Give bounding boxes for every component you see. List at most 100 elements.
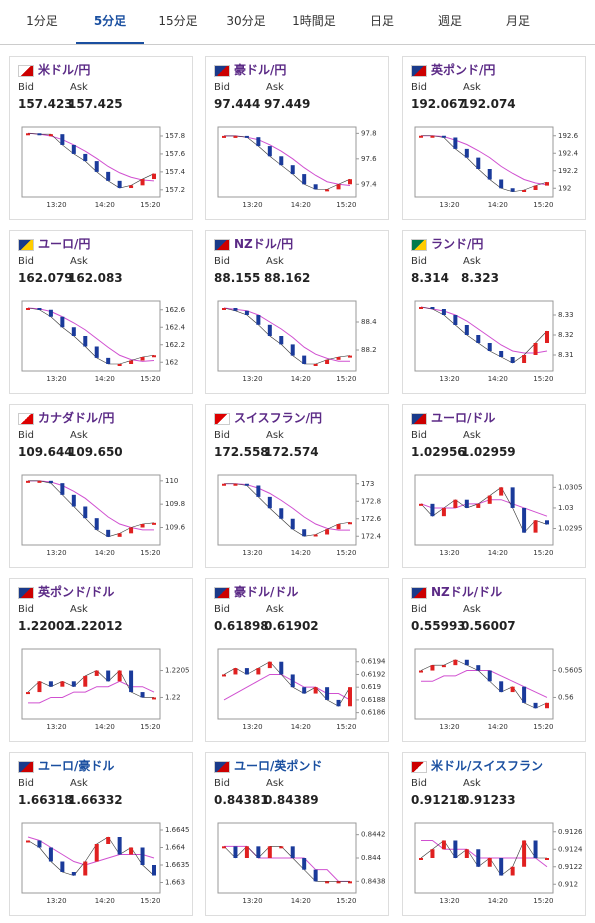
x-tick-label: 13:20 (242, 723, 262, 731)
mini-chart: 1.0295 1.03 1.0305 13:20 14:20 15:20 (414, 474, 583, 557)
x-tick-label: 15:20 (533, 201, 553, 209)
candle (37, 308, 42, 310)
candle (290, 344, 295, 356)
currency-card: 英ポンド/円 Bid Ask 192.067 192.074 192 192.2 192.4 1… (402, 56, 586, 220)
moving-average (224, 845, 350, 882)
pair-title[interactable]: 英ポンド/ドル (38, 585, 115, 599)
tab[interactable]: 週足 (437, 14, 462, 28)
pair-title[interactable]: カナダドル/円 (38, 411, 115, 425)
tab[interactable]: 30分足 (226, 14, 266, 28)
candle (37, 133, 42, 136)
candle (71, 144, 76, 154)
bid-label: Bid (411, 256, 427, 267)
y-tick-label: 162 (165, 358, 178, 366)
mini-chart: 1.663 1.6635 1.664 1.6645 13:20 14:20 15:20 (21, 822, 190, 905)
y-tick-label: 192.6 (558, 132, 579, 140)
candle (256, 137, 261, 147)
mini-chart: 0.56 0.5605 13:20 14:20 15:20 (414, 648, 583, 731)
pair-title[interactable]: 英ポンド/円 (431, 63, 496, 77)
pair-title[interactable]: ランド/円 (431, 237, 484, 251)
y-tick-label: 110 (165, 477, 178, 485)
plot-frame (21, 648, 161, 720)
candle (71, 327, 76, 336)
pair-title[interactable]: スイスフラン/円 (234, 411, 323, 425)
y-tick-label: 162.2 (165, 341, 185, 349)
candle (522, 686, 527, 703)
candle (325, 529, 330, 535)
plot-frame (21, 474, 161, 546)
tab[interactable]: 1分足 (26, 14, 58, 28)
candle (279, 661, 284, 675)
candle (83, 861, 88, 876)
candle (487, 343, 492, 351)
plot-frame (21, 300, 161, 372)
candle (267, 146, 272, 157)
candle (83, 153, 88, 162)
x-tick-label: 14:20 (291, 549, 311, 557)
tab[interactable]: 15分足 (158, 14, 198, 28)
y-tick-label: 172.6 (361, 515, 382, 523)
candle (522, 190, 527, 192)
candle (476, 849, 481, 867)
plot-frame (217, 126, 357, 198)
candle (140, 179, 145, 186)
candle (499, 487, 504, 496)
y-tick-label: 172.4 (361, 532, 382, 540)
y-tick-label: 157.8 (165, 132, 185, 140)
x-tick-label: 14:20 (95, 549, 115, 557)
ask-value: 97.449 (264, 97, 311, 111)
candle (117, 533, 122, 537)
x-tick-label: 15:20 (140, 375, 160, 383)
candle (441, 507, 446, 517)
candle (48, 480, 53, 484)
candle (233, 668, 238, 675)
ask-label: Ask (70, 430, 88, 441)
plot-frame (21, 126, 161, 198)
candle (117, 837, 122, 855)
ask-value: 1.22012 (68, 619, 123, 633)
x-tick-label: 13:20 (242, 549, 262, 557)
candle (336, 357, 341, 360)
y-tick-label: 1.03 (558, 504, 574, 512)
candle (267, 661, 272, 669)
candle (117, 180, 122, 189)
bid-value: 88.155 (214, 271, 261, 285)
candle (233, 846, 238, 858)
tab[interactable]: 日足 (369, 14, 394, 28)
pair-title[interactable]: 米ドル/スイスフラン (431, 759, 544, 773)
candle (244, 668, 249, 675)
pair-title[interactable]: NZドル/ドル (431, 585, 503, 599)
pair-title[interactable]: 豪ドル/ドル (234, 585, 299, 599)
pair-title[interactable]: ユーロ/豪ドル (38, 759, 115, 773)
flag-icon (411, 587, 427, 599)
currency-card: 英ポンド/ドル Bid Ask 1.22002 1.22012 1.22 1.2205 13:… (9, 578, 193, 742)
y-tick-label: 0.844 (361, 854, 382, 862)
candle (510, 188, 515, 192)
candle (129, 847, 134, 855)
candle (106, 837, 111, 844)
pair-title[interactable]: NZドル/円 (234, 237, 294, 251)
ask-label: Ask (463, 778, 481, 789)
tab[interactable]: 5分足 (76, 0, 144, 44)
candle (279, 508, 284, 519)
pair-title[interactable]: ユーロ/英ポンド (234, 759, 323, 773)
candle (129, 185, 134, 189)
y-tick-label: 97.4 (361, 180, 377, 188)
pair-title[interactable]: 米ドル/円 (38, 63, 91, 77)
candle (60, 861, 65, 872)
candle (430, 135, 435, 138)
candle (37, 480, 42, 483)
tab[interactable]: 月足 (505, 14, 530, 28)
candle (336, 699, 341, 707)
mini-chart: 0.6186 0.6188 0.619 0.6192 0.6194 13:20 14:20 1… (217, 648, 386, 731)
y-tick-label: 0.9124 (558, 845, 583, 853)
pair-title[interactable]: ユーロ/ドル (431, 411, 496, 425)
bid-value: 0.61898 (214, 619, 269, 633)
pair-title[interactable]: ユーロ/円 (38, 237, 91, 251)
pair-title[interactable]: 豪ドル/円 (234, 63, 287, 77)
candle (302, 858, 307, 870)
bid-value: 97.444 (214, 97, 261, 111)
tab[interactable]: 1時間足 (292, 14, 336, 28)
y-tick-label: 88.4 (361, 318, 377, 326)
candle (325, 687, 330, 700)
